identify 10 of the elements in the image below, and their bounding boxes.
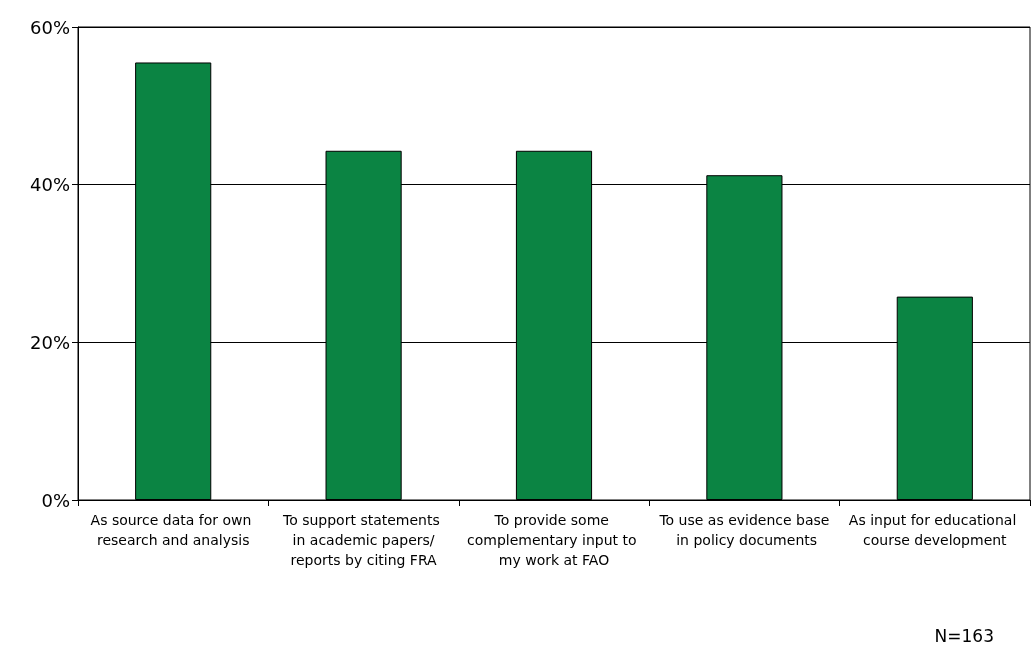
y-tick-label: 40%	[29, 174, 70, 196]
x-tick-label: To support statements in academic papers/reports by citing FRA	[281, 512, 445, 568]
x-tick-label: To provide some complementary input to my work at FAO	[467, 512, 641, 568]
x-tick-label: As input for educational course development	[848, 512, 1021, 548]
y-tick-label: 60%	[29, 16, 70, 38]
text: N=163	[934, 625, 995, 646]
x-tick-label: As source data for own research and analysis	[90, 512, 256, 548]
y-tick-label: 20%	[29, 331, 70, 353]
y-tick-label: 0%	[41, 489, 70, 511]
x-tick-label: To use as evidence base in policy documents	[658, 512, 830, 548]
